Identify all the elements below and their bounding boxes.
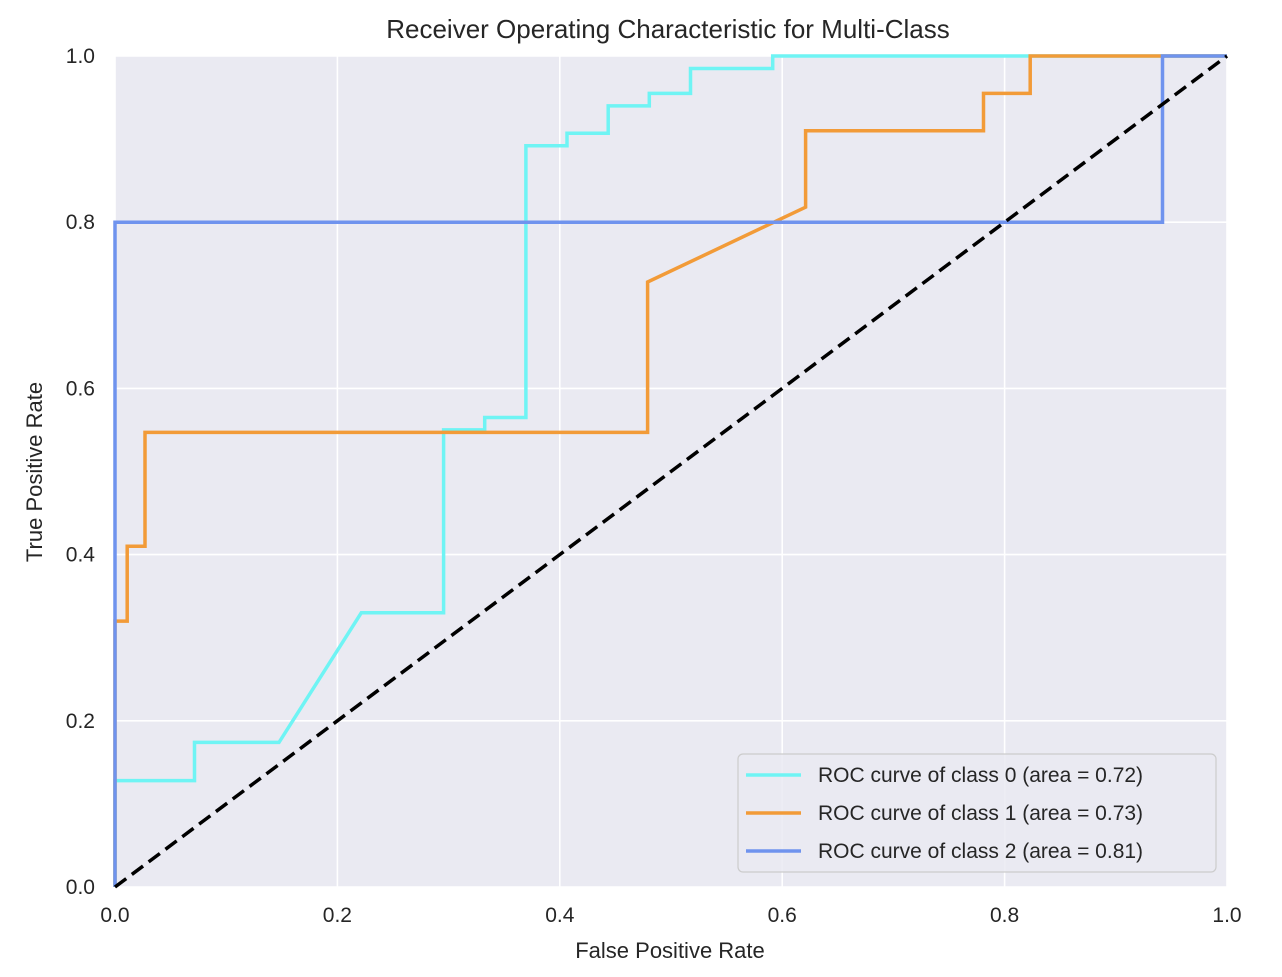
legend: ROC curve of class 0 (area = 0.72) ROC cu… — [737, 753, 1217, 873]
chance-diagonal-line — [113, 54, 1229, 889]
y-tick-label: 0.8 — [66, 211, 95, 234]
roc-line-class-0 — [113, 54, 1227, 887]
y-tick-label: 0.4 — [66, 544, 96, 567]
y-tick-label: 0.6 — [66, 377, 95, 400]
legend-label-class-0: ROC curve of class 0 (area = 0.72) — [818, 764, 1143, 787]
roc-line-class-1 — [113, 54, 1227, 887]
series-lines — [113, 54, 1229, 889]
roc-line-class-2 — [113, 54, 1227, 887]
legend-label-class-1: ROC curve of class 1 (area = 0.73) — [818, 802, 1143, 825]
chart-title: Receiver Operating Characteristic for Mu… — [386, 14, 950, 44]
x-tick-label: 0.2 — [323, 904, 352, 927]
x-tick-label: 0.8 — [990, 904, 1019, 927]
x-axis-label: False Positive Rate — [575, 938, 765, 963]
legend-label-class-2: ROC curve of class 2 (area = 0.81) — [818, 840, 1143, 863]
x-tick-label: 0.0 — [100, 904, 129, 927]
y-tick-label: 0.0 — [66, 876, 95, 899]
x-tick-label: 1.0 — [1212, 904, 1241, 927]
x-tick-label: 0.6 — [768, 904, 797, 927]
y-tick-label: 1.0 — [66, 45, 95, 68]
y-tick-label: 0.2 — [66, 710, 95, 733]
x-tick-label: 0.4 — [545, 904, 575, 927]
tick-labels: 0.0 0.2 0.4 0.6 0.8 1.0 0.0 0.2 0.4 0.6 0.8 1.0 — [66, 45, 1242, 927]
legend-box — [737, 753, 1217, 873]
y-axis-label: True Positive Rate — [22, 382, 47, 562]
